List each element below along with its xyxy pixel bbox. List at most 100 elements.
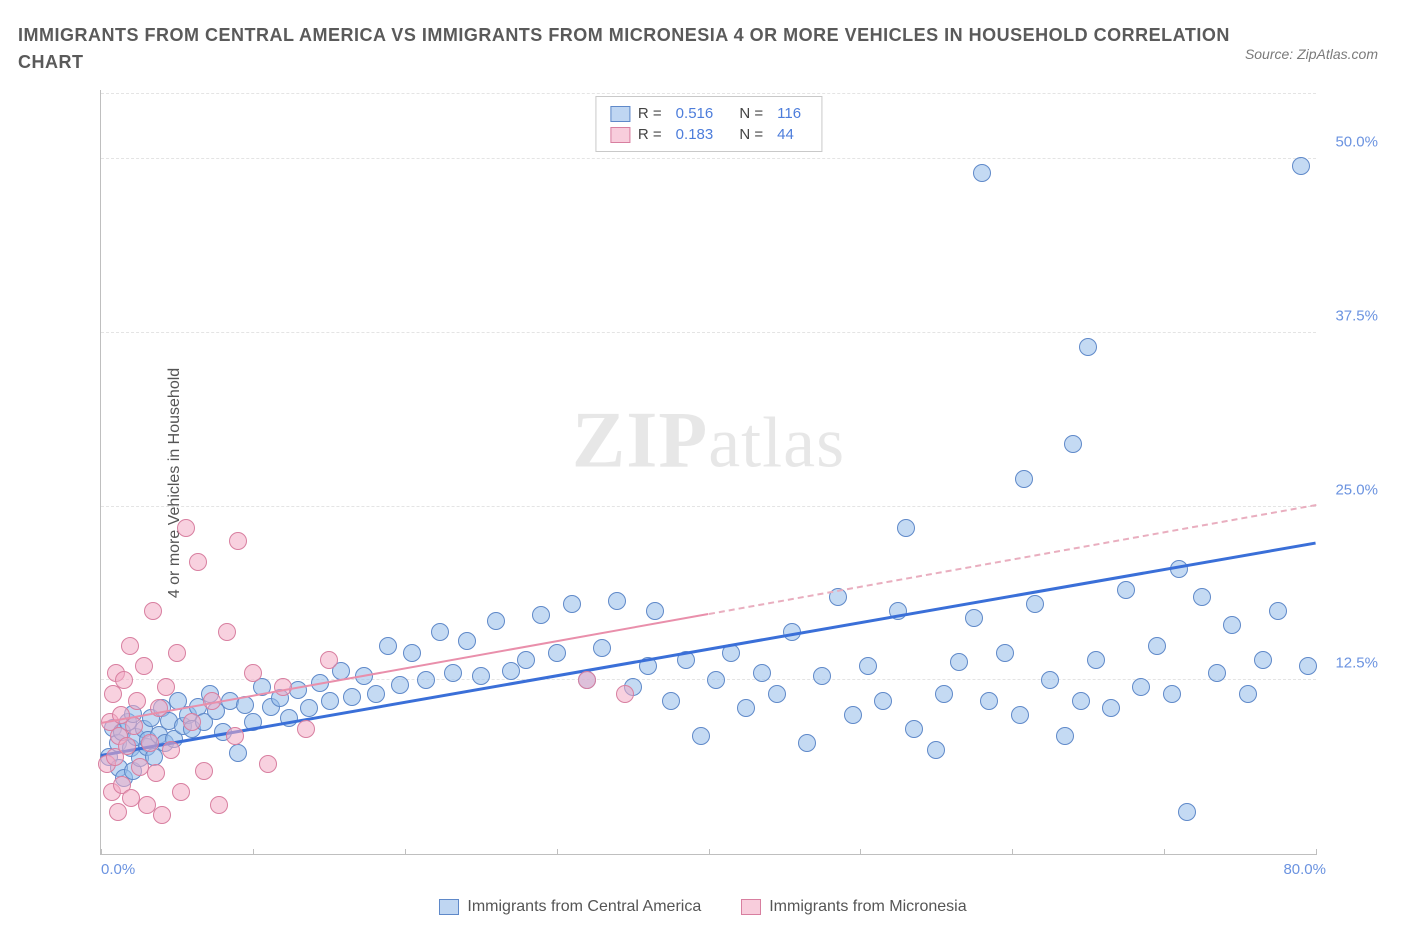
point-micronesia (177, 519, 195, 537)
y-tick-label: 37.5% (1335, 308, 1378, 325)
point-central-america (1132, 678, 1150, 696)
series-legend: Immigrants from Central America Immigran… (0, 898, 1406, 916)
point-central-america (980, 692, 998, 710)
point-central-america (1299, 657, 1317, 675)
point-micronesia (144, 602, 162, 620)
point-central-america (1148, 637, 1166, 655)
point-central-america (1026, 595, 1044, 613)
point-central-america (1223, 616, 1241, 634)
point-central-america (973, 164, 991, 182)
point-central-america (935, 685, 953, 703)
point-micronesia (259, 755, 277, 773)
trend-line (101, 613, 709, 724)
point-micronesia (157, 678, 175, 696)
point-central-america (343, 688, 361, 706)
gridline (101, 93, 1316, 94)
swatch-pink-icon (610, 127, 630, 143)
point-central-america (1178, 803, 1196, 821)
scatter-plot: ZIPatlas R =0.516 N =116 R =0.183 N =44 … (100, 90, 1316, 855)
swatch-blue-icon (610, 106, 630, 122)
point-central-america (502, 662, 520, 680)
point-micronesia (320, 651, 338, 669)
x-tick-label: 0.0% (101, 861, 135, 878)
point-central-america (487, 612, 505, 630)
point-central-america (1193, 588, 1211, 606)
point-micronesia (226, 727, 244, 745)
x-tick (1316, 849, 1317, 855)
point-micronesia (244, 664, 262, 682)
point-micronesia (118, 737, 136, 755)
point-central-america (753, 664, 771, 682)
point-central-america (1254, 651, 1272, 669)
point-central-america (813, 667, 831, 685)
point-central-america (517, 651, 535, 669)
x-tick (253, 849, 254, 855)
point-micronesia (195, 762, 213, 780)
point-micronesia (125, 717, 143, 735)
plot-container: 4 or more Vehicles in Household ZIPatlas… (50, 90, 1386, 875)
point-central-america (458, 632, 476, 650)
point-micronesia (616, 685, 634, 703)
point-micronesia (297, 720, 315, 738)
point-central-america (532, 606, 550, 624)
stats-legend: R =0.516 N =116 R =0.183 N =44 (595, 96, 822, 152)
x-tick (101, 849, 102, 855)
point-central-america (692, 727, 710, 745)
point-micronesia (109, 803, 127, 821)
point-central-america (1117, 581, 1135, 599)
point-central-america (996, 644, 1014, 662)
watermark: ZIPatlas (572, 396, 845, 487)
point-central-america (662, 692, 680, 710)
gridline (101, 506, 1316, 507)
point-central-america (1292, 157, 1310, 175)
point-central-america (563, 595, 581, 613)
point-central-america (1087, 651, 1105, 669)
x-tick (1164, 849, 1165, 855)
point-central-america (1015, 470, 1033, 488)
chart-title: IMMIGRANTS FROM CENTRAL AMERICA VS IMMIG… (18, 22, 1256, 76)
point-central-america (1056, 727, 1074, 745)
point-central-america (367, 685, 385, 703)
point-central-america (874, 692, 892, 710)
x-tick (1012, 849, 1013, 855)
x-tick-label: 80.0% (1283, 861, 1326, 878)
point-central-america (1208, 664, 1226, 682)
point-central-america (950, 653, 968, 671)
point-central-america (472, 667, 490, 685)
point-micronesia (168, 644, 186, 662)
point-micronesia (229, 532, 247, 550)
gridline (101, 158, 1316, 159)
point-central-america (707, 671, 725, 689)
y-tick-label: 50.0% (1335, 134, 1378, 151)
legend-item-micronesia: Immigrants from Micronesia (741, 898, 966, 916)
point-central-america (1064, 435, 1082, 453)
point-central-america (608, 592, 626, 610)
gridline (101, 332, 1316, 333)
swatch-pink-icon (741, 899, 761, 915)
trend-line (101, 541, 1317, 756)
point-central-america (1079, 338, 1097, 356)
point-central-america (1102, 699, 1120, 717)
y-tick-label: 25.0% (1335, 481, 1378, 498)
point-central-america (905, 720, 923, 738)
point-central-america (321, 692, 339, 710)
point-micronesia (578, 671, 596, 689)
point-micronesia (141, 734, 159, 752)
point-micronesia (218, 623, 236, 641)
point-micronesia (210, 796, 228, 814)
point-central-america (548, 644, 566, 662)
point-central-america (593, 639, 611, 657)
point-central-america (844, 706, 862, 724)
point-central-america (965, 609, 983, 627)
point-central-america (391, 676, 409, 694)
point-central-america (737, 699, 755, 717)
point-micronesia (128, 692, 146, 710)
point-micronesia (189, 553, 207, 571)
point-central-america (1041, 671, 1059, 689)
stats-row-blue: R =0.516 N =116 (610, 103, 807, 124)
point-central-america (1239, 685, 1257, 703)
point-central-america (927, 741, 945, 759)
point-micronesia (153, 806, 171, 824)
y-tick-label: 12.5% (1335, 655, 1378, 672)
point-micronesia (115, 671, 133, 689)
